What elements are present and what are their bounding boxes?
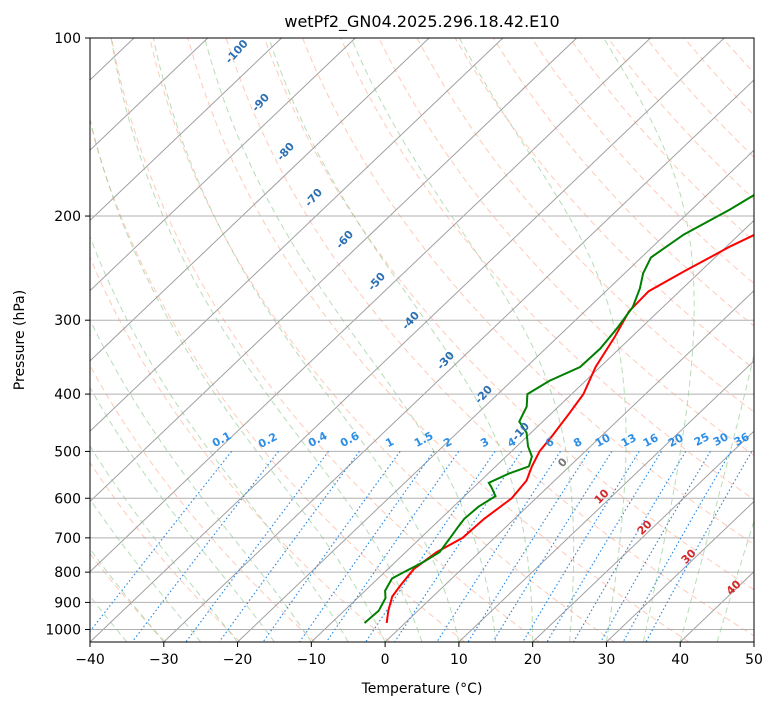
x-tick-label: 40 — [671, 652, 689, 668]
y-tick-label: 1000 — [45, 622, 81, 638]
y-axis-label: Pressure (hPa) — [12, 290, 28, 390]
moist-adiabat-line — [204, 38, 497, 642]
mixing-ratio-line — [325, 451, 460, 642]
x-tick-label: −40 — [75, 652, 105, 668]
mixing-ratio-line — [600, 451, 711, 642]
mixing-ratio-label: 36 — [732, 430, 752, 449]
background-lines — [90, 38, 754, 642]
dry-adiabat-line — [531, 38, 754, 285]
mixing-ratio-line — [299, 451, 435, 642]
mixing-ratio-label: 20 — [666, 431, 686, 450]
moist-adiabat-line — [603, 38, 695, 642]
y-tick-label: 800 — [54, 565, 81, 581]
moist-adiabat-line — [110, 38, 423, 642]
mixing-ratio-line — [645, 451, 753, 642]
dry-adiabat-line — [263, 38, 754, 591]
x-tick-label: −30 — [149, 652, 179, 668]
isotherm-line — [237, 149, 754, 642]
mixing-ratio-label: 30 — [711, 430, 731, 449]
moist-adiabat-line — [350, 38, 575, 642]
mixing-ratio-label: 16 — [641, 431, 661, 450]
mixing-ratio-line — [492, 451, 613, 642]
mixing-ratio-label: 13 — [619, 431, 639, 450]
isotherm-line — [90, 38, 430, 362]
mixing-ratio-label: 10 — [593, 431, 613, 450]
moist-adiabat-line — [90, 595, 128, 642]
moist-adiabat-line — [268, 38, 534, 642]
y-tick-label: 400 — [54, 387, 81, 403]
moist-adiabat-line — [152, 38, 460, 642]
isotherm-line — [90, 38, 504, 432]
dry-adiabat-line — [492, 38, 754, 327]
isotherm-line — [90, 38, 282, 222]
mixing-ratio-label: 25 — [692, 430, 712, 449]
mixing-ratio-line — [185, 451, 329, 642]
mixing-ratio-line — [218, 451, 360, 642]
series-lines — [363, 193, 754, 624]
y-tick-label: 600 — [54, 491, 81, 507]
dry-adiabat-line — [90, 255, 391, 642]
dry-adiabat-line — [90, 364, 316, 642]
dry-adiabat-line — [90, 461, 241, 642]
plot-frame — [89, 37, 755, 643]
moist-adiabat-line — [716, 519, 754, 642]
isotherm-line — [90, 38, 577, 503]
mixing-ratio-line — [394, 451, 523, 642]
moist-adiabat-line — [90, 386, 275, 642]
dry-adiabat-line — [90, 119, 466, 642]
x-tick-label: 0 — [381, 652, 390, 668]
y-tick-label: 200 — [54, 209, 81, 225]
mixing-ratio-line — [622, 451, 732, 642]
y-tick-label: 900 — [54, 595, 81, 611]
isotherm-line — [532, 430, 754, 642]
dry-adiabat-line — [340, 38, 754, 501]
isotherm-line — [90, 38, 651, 573]
isotherm-line — [384, 289, 754, 642]
y-tick-label: 500 — [54, 444, 81, 460]
x-tick-label: −20 — [223, 652, 253, 668]
mixing-ratio-line — [522, 451, 640, 642]
isotherm-line — [90, 38, 356, 292]
y-tick-label: 100 — [54, 31, 81, 47]
isotherm-line — [163, 79, 754, 642]
dry-adiabat-line — [187, 38, 690, 642]
moist-adiabat-line — [458, 38, 627, 642]
x-tick-label: 30 — [598, 652, 616, 668]
isotherm-line — [458, 360, 754, 642]
temperature-trace — [385, 233, 754, 624]
y-tick-label: 300 — [54, 313, 81, 329]
x-tick-label: 20 — [524, 652, 542, 668]
moist-adiabat-line — [90, 116, 386, 642]
isotherm-line — [90, 38, 725, 642]
dewpoint-trace — [363, 193, 754, 624]
moist-adiabat-line — [90, 498, 202, 642]
mixing-ratio-line — [90, 451, 233, 633]
x-tick-label: 10 — [450, 652, 468, 668]
dry-adiabat-line — [149, 38, 615, 642]
dry-adiabat-line — [302, 38, 754, 545]
y-axis: 1000 900 800 700 600 500 400 300 200 100 — [45, 31, 90, 638]
moist-adiabat-line — [90, 235, 349, 642]
moist-adiabat-line — [90, 445, 238, 642]
isotherm-line — [90, 38, 209, 151]
x-tick-label: 50 — [745, 652, 763, 668]
isotherm-line — [310, 219, 754, 642]
isotherm-line — [606, 500, 754, 642]
moist-adiabat-line — [90, 548, 165, 642]
dry-adiabat-line — [225, 38, 754, 637]
x-tick-label: −10 — [297, 652, 327, 668]
moist-adiabat-line — [679, 352, 754, 642]
x-axis: −40 −30 −20 −10 0 10 20 30 40 50 — [75, 642, 763, 668]
y-tick-label: 700 — [54, 531, 81, 547]
x-axis-label: Temperature (°C) — [361, 681, 483, 697]
chart-title: wetPf2_GN04.2025.296.18.42.E10 — [284, 12, 559, 32]
